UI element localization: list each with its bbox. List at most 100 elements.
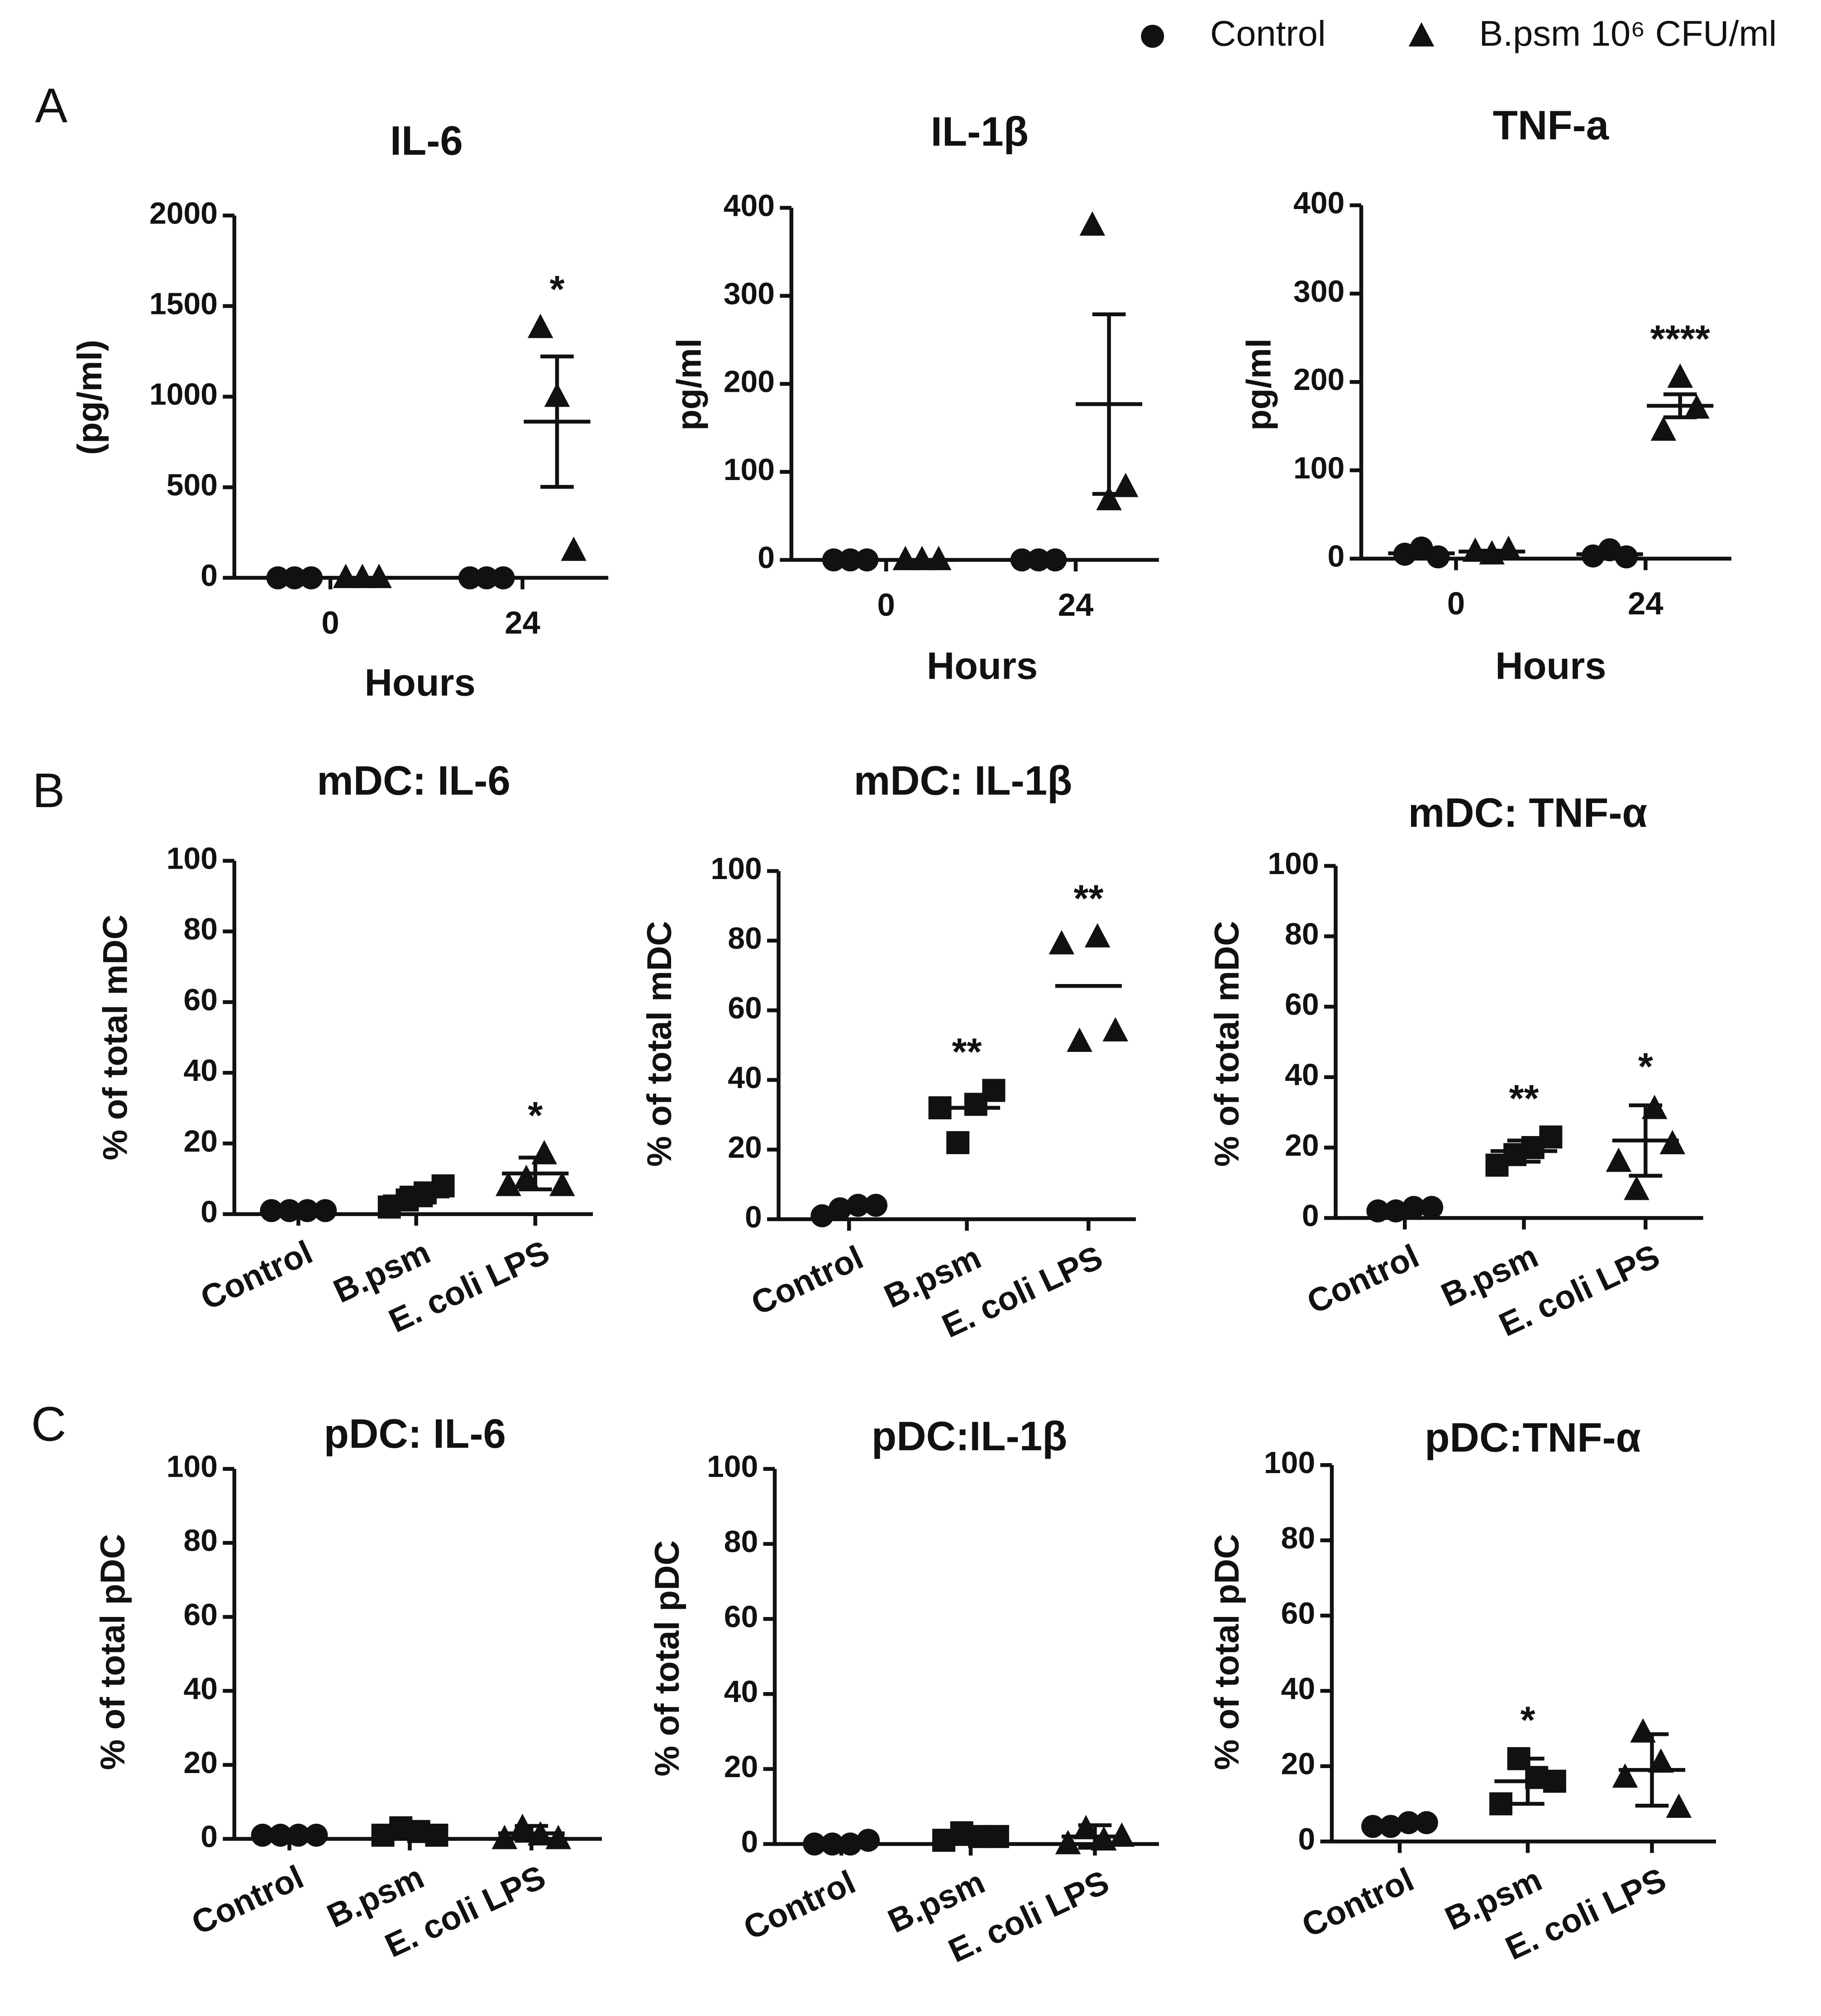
triangle-point	[527, 314, 553, 338]
y-tick-label: 60	[184, 1598, 218, 1632]
triangle-point	[1624, 1175, 1649, 1200]
y-tick-label: 20	[1285, 1128, 1319, 1162]
significance: **	[952, 1030, 982, 1073]
y-tick-label: 20	[724, 1750, 758, 1784]
y-tick-label: 100	[167, 1450, 218, 1484]
circle-point	[846, 1193, 870, 1217]
significance: *	[528, 1094, 543, 1136]
y-tick-label: 200	[1293, 363, 1344, 397]
chart-title: pDC:TNF-α	[1425, 1415, 1641, 1460]
y-tick-label: 1500	[149, 287, 218, 321]
y-tick-label: 1000	[149, 378, 218, 412]
y-tick-label: 2000	[149, 196, 218, 230]
y-tick-label: 0	[758, 541, 775, 575]
triangle-point	[1648, 1748, 1674, 1773]
square-point	[1539, 1125, 1563, 1149]
significance: **	[1073, 877, 1103, 920]
x-axis-label: Hours	[927, 644, 1038, 687]
significance: *	[1638, 1045, 1653, 1088]
x-tick-label: 0	[1447, 585, 1465, 621]
triangle-point	[1084, 923, 1111, 948]
y-tick-label: 0	[1302, 1199, 1319, 1233]
triangle-point	[1606, 1147, 1632, 1172]
triangle-point	[1067, 1027, 1092, 1052]
y-tick-label: 0	[200, 1820, 218, 1854]
y-tick-label: 40	[724, 1675, 758, 1709]
x-axis-label: Hours	[365, 661, 476, 704]
chart-title: pDC: IL-6	[324, 1411, 506, 1457]
triangle-point	[1650, 416, 1677, 441]
y-axis-label: pg/ml	[1240, 338, 1278, 431]
y-tick-label: 100	[1293, 451, 1344, 485]
y-tick-label: 300	[724, 277, 775, 311]
y-tick-label: 20	[1281, 1747, 1316, 1781]
y-tick-label: 500	[167, 468, 218, 502]
panel-label: C	[31, 1397, 67, 1451]
y-tick-label: 100	[710, 852, 762, 886]
triangle-point	[1049, 930, 1075, 955]
y-tick-label: 300	[1293, 275, 1344, 309]
y-axis-label: % of total mDC	[1208, 921, 1246, 1167]
y-axis-label: % of total mDC	[96, 914, 135, 1160]
y-tick-label: 0	[745, 1200, 762, 1234]
y-tick-label: 60	[728, 991, 762, 1025]
square-point	[431, 1174, 455, 1198]
triangle-point	[1667, 363, 1693, 388]
triangle-point	[513, 1165, 539, 1189]
y-tick-label: 40	[184, 1054, 218, 1088]
square-point	[425, 1823, 448, 1847]
y-tick-label: 40	[184, 1672, 218, 1706]
y-tick-label: 0	[1298, 1822, 1315, 1856]
y-tick-label: 40	[1281, 1672, 1316, 1706]
y-tick-label: 60	[724, 1600, 758, 1634]
chart-title: mDC: IL-1β	[854, 758, 1073, 804]
chart-title: TNF-a	[1493, 103, 1609, 148]
y-axis-label: % of total pDC	[648, 1541, 686, 1777]
square-point	[1489, 1792, 1513, 1816]
x-tick-label: 0	[321, 605, 339, 641]
chart-title: pDC:IL-1β	[872, 1414, 1068, 1460]
triangle-point	[496, 1171, 521, 1196]
y-tick-label: 100	[1268, 847, 1319, 881]
triangle-point	[1630, 1718, 1656, 1743]
triangle-point	[491, 1825, 518, 1850]
y-tick-label: 400	[724, 189, 775, 223]
triangle-point	[1055, 1830, 1081, 1854]
y-axis-label: % of total mDC	[640, 921, 679, 1167]
triangle-point	[1113, 472, 1139, 497]
y-tick-label: 80	[724, 1525, 758, 1559]
circle-point	[864, 1193, 888, 1217]
panel-label: A	[35, 78, 67, 133]
y-tick-label: 100	[1264, 1446, 1315, 1480]
triangle-point	[1079, 211, 1106, 236]
chart-title: IL-6	[390, 118, 463, 164]
y-tick-label: 80	[1281, 1522, 1316, 1555]
x-tick-label: 24	[1058, 587, 1094, 623]
significance: **	[1509, 1076, 1539, 1119]
triangle-point	[1612, 1763, 1638, 1788]
legend-label: B.psm 10⁶ CFU/ml	[1479, 13, 1777, 53]
x-tick-label: 0	[877, 587, 895, 623]
x-tick-label: 24	[1628, 585, 1664, 621]
y-tick-label: 0	[200, 559, 218, 593]
y-axis-label: pg/ml	[670, 338, 708, 431]
y-tick-label: 0	[200, 1195, 218, 1229]
y-tick-label: 80	[728, 922, 762, 956]
significance: ****	[1650, 317, 1710, 360]
panel-label: B	[33, 763, 65, 818]
triangle-point	[561, 536, 587, 561]
chart-title: mDC: IL-6	[317, 758, 510, 804]
chart-title: IL-1β	[931, 109, 1029, 155]
y-tick-label: 400	[1293, 186, 1344, 220]
y-axis-label: % of total pDC	[94, 1534, 132, 1770]
y-tick-label: 100	[167, 842, 218, 876]
y-tick-label: 40	[1285, 1058, 1319, 1092]
y-tick-label: 80	[184, 913, 218, 946]
y-tick-label: 80	[184, 1524, 218, 1558]
y-tick-label: 40	[728, 1061, 762, 1095]
y-tick-label: 20	[728, 1131, 762, 1165]
y-tick-label: 60	[1281, 1597, 1316, 1631]
y-tick-label: 80	[1285, 917, 1319, 951]
